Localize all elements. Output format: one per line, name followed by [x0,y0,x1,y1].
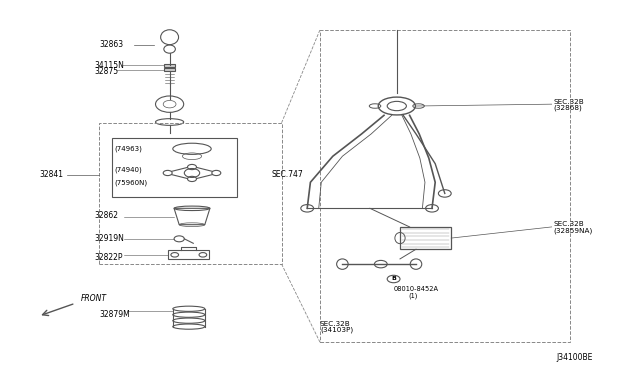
Text: 32919N: 32919N [95,234,125,243]
Text: (75960N): (75960N) [114,180,147,186]
Text: (74940): (74940) [114,167,141,173]
Text: FRONT: FRONT [81,294,107,303]
Bar [320,30,570,342]
Bar [164,64,175,67]
Text: 34115N: 34115N [95,61,125,70]
Circle shape [301,205,314,212]
Text: 32822P: 32822P [95,253,124,262]
Text: 32863: 32863 [99,40,124,49]
Circle shape [171,253,179,257]
Text: (32859NA): (32859NA) [554,227,593,234]
Text: J34100BE: J34100BE [557,353,593,362]
Text: SEC.747: SEC.747 [272,170,304,179]
Text: 32875: 32875 [95,67,119,76]
Text: (32868): (32868) [554,105,582,111]
Circle shape [438,190,451,197]
Text: (34103P): (34103P) [320,327,353,333]
Text: 32862: 32862 [95,211,119,220]
Circle shape [212,170,221,176]
Bar [99,123,282,264]
Bar [164,68,175,71]
Circle shape [188,164,196,170]
Text: SEC.32B: SEC.32B [320,321,351,327]
Circle shape [199,253,207,257]
Circle shape [426,205,438,212]
Text: 08010-8452A: 08010-8452A [394,286,438,292]
Text: SEC.32B: SEC.32B [554,99,584,105]
Text: (74963): (74963) [114,145,142,152]
Circle shape [163,170,172,176]
Bar [112,138,237,197]
Circle shape [188,176,196,182]
Text: (1): (1) [408,292,418,299]
Text: SEC.32B: SEC.32B [554,221,584,227]
Bar [400,227,451,249]
Text: B: B [391,276,396,282]
Text: 32841: 32841 [40,170,64,179]
Text: 32879M: 32879M [99,310,130,319]
